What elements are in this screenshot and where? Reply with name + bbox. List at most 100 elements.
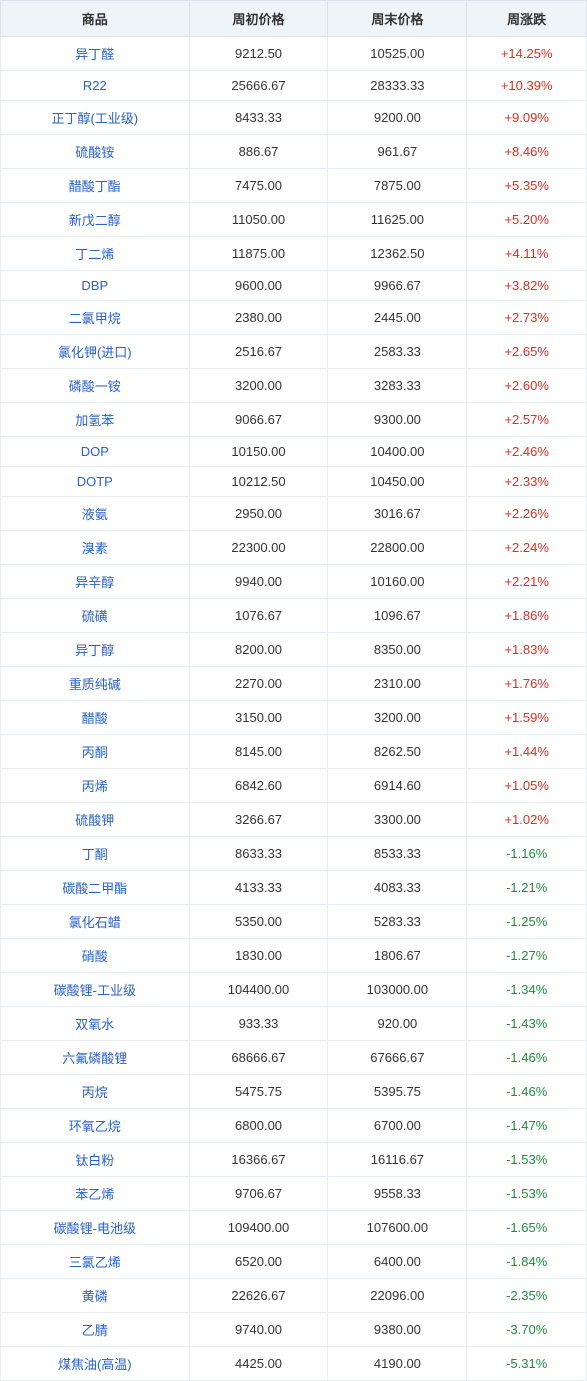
cell-end-price: 22800.00 (328, 531, 467, 565)
table-row: 碳酸锂-电池级109400.00107600.00-1.65% (1, 1211, 587, 1245)
cell-change: +1.76% (467, 667, 587, 701)
cell-change: +2.24% (467, 531, 587, 565)
table-body: 异丁醛9212.5010525.00+14.25%R2225666.672833… (1, 37, 587, 1381)
cell-end-price: 3300.00 (328, 803, 467, 837)
cell-commodity: 氯化石蜡 (1, 905, 190, 939)
cell-commodity: 加氢苯 (1, 403, 190, 437)
cell-change: -1.46% (467, 1041, 587, 1075)
cell-start-price: 3266.67 (189, 803, 328, 837)
cell-start-price: 22626.67 (189, 1279, 328, 1313)
table-row: 异丁醛9212.5010525.00+14.25% (1, 37, 587, 71)
cell-change: +2.33% (467, 467, 587, 497)
cell-commodity: 煤焦油(高温) (1, 1347, 190, 1381)
cell-change: -1.25% (467, 905, 587, 939)
cell-change: -1.47% (467, 1109, 587, 1143)
cell-commodity: 乙腈 (1, 1313, 190, 1347)
cell-commodity: DBP (1, 271, 190, 301)
cell-start-price: 104400.00 (189, 973, 328, 1007)
cell-change: -1.27% (467, 939, 587, 973)
cell-commodity: 黄磷 (1, 1279, 190, 1313)
table-row: 环氧乙烷6800.006700.00-1.47% (1, 1109, 587, 1143)
cell-change: +5.20% (467, 203, 587, 237)
table-row: 双氧水933.33920.00-1.43% (1, 1007, 587, 1041)
table-row: 丙烯6842.606914.60+1.05% (1, 769, 587, 803)
cell-change: +9.09% (467, 101, 587, 135)
cell-start-price: 4425.00 (189, 1347, 328, 1381)
cell-end-price: 10525.00 (328, 37, 467, 71)
cell-start-price: 9940.00 (189, 565, 328, 599)
table-row: 醋酸丁酯7475.007875.00+5.35% (1, 169, 587, 203)
cell-start-price: 25666.67 (189, 71, 328, 101)
cell-end-price: 10160.00 (328, 565, 467, 599)
cell-start-price: 933.33 (189, 1007, 328, 1041)
table-row: 黄磷22626.6722096.00-2.35% (1, 1279, 587, 1313)
table-row: 硫酸铵886.67961.67+8.46% (1, 135, 587, 169)
cell-start-price: 1830.00 (189, 939, 328, 973)
cell-change: +1.05% (467, 769, 587, 803)
cell-end-price: 1806.67 (328, 939, 467, 973)
cell-change: +8.46% (467, 135, 587, 169)
table-row: 苯乙烯9706.679558.33-1.53% (1, 1177, 587, 1211)
cell-change: -1.65% (467, 1211, 587, 1245)
cell-start-price: 8200.00 (189, 633, 328, 667)
cell-start-price: 109400.00 (189, 1211, 328, 1245)
table-row: 乙腈9740.009380.00-3.70% (1, 1313, 587, 1347)
table-row: 氯化钾(进口)2516.672583.33+2.65% (1, 335, 587, 369)
cell-commodity: 碳酸二甲酯 (1, 871, 190, 905)
table-header: 商品 周初价格 周末价格 周涨跌 (1, 1, 587, 37)
cell-commodity: 硝酸 (1, 939, 190, 973)
cell-commodity: 丙酮 (1, 735, 190, 769)
cell-end-price: 8350.00 (328, 633, 467, 667)
table-row: 异丁醇8200.008350.00+1.83% (1, 633, 587, 667)
cell-commodity: 氯化钾(进口) (1, 335, 190, 369)
table-row: 丁二烯11875.0012362.50+4.11% (1, 237, 587, 271)
cell-end-price: 6914.60 (328, 769, 467, 803)
cell-end-price: 920.00 (328, 1007, 467, 1041)
cell-change: +2.21% (467, 565, 587, 599)
cell-change: -2.35% (467, 1279, 587, 1313)
cell-change: -1.21% (467, 871, 587, 905)
cell-change: -3.70% (467, 1313, 587, 1347)
cell-commodity: 丁二烯 (1, 237, 190, 271)
cell-commodity: 异丁醛 (1, 37, 190, 71)
cell-end-price: 5395.75 (328, 1075, 467, 1109)
cell-start-price: 2380.00 (189, 301, 328, 335)
cell-change: +2.57% (467, 403, 587, 437)
cell-commodity: 溴素 (1, 531, 190, 565)
cell-commodity: 苯乙烯 (1, 1177, 190, 1211)
cell-start-price: 9600.00 (189, 271, 328, 301)
cell-change: -1.46% (467, 1075, 587, 1109)
cell-start-price: 3200.00 (189, 369, 328, 403)
cell-end-price: 22096.00 (328, 1279, 467, 1313)
cell-change: +5.35% (467, 169, 587, 203)
cell-commodity: 硫酸钾 (1, 803, 190, 837)
cell-start-price: 68666.67 (189, 1041, 328, 1075)
cell-change: +1.02% (467, 803, 587, 837)
cell-commodity: 醋酸 (1, 701, 190, 735)
cell-change: +2.46% (467, 437, 587, 467)
cell-end-price: 7875.00 (328, 169, 467, 203)
col-change: 周涨跌 (467, 1, 587, 37)
cell-start-price: 10150.00 (189, 437, 328, 467)
cell-change: -1.84% (467, 1245, 587, 1279)
cell-end-price: 9380.00 (328, 1313, 467, 1347)
table-row: 溴素22300.0022800.00+2.24% (1, 531, 587, 565)
cell-commodity: 三氯乙烯 (1, 1245, 190, 1279)
cell-start-price: 4133.33 (189, 871, 328, 905)
cell-end-price: 107600.00 (328, 1211, 467, 1245)
cell-commodity: 双氧水 (1, 1007, 190, 1041)
cell-start-price: 2270.00 (189, 667, 328, 701)
table-row: 正丁醇(工业级)8433.339200.00+9.09% (1, 101, 587, 135)
cell-end-price: 11625.00 (328, 203, 467, 237)
cell-commodity: 碳酸锂-电池级 (1, 1211, 190, 1245)
cell-commodity: 硫酸铵 (1, 135, 190, 169)
cell-start-price: 6842.60 (189, 769, 328, 803)
cell-commodity: 丙烯 (1, 769, 190, 803)
cell-change: -1.53% (467, 1177, 587, 1211)
cell-start-price: 11050.00 (189, 203, 328, 237)
cell-commodity: 正丁醇(工业级) (1, 101, 190, 135)
table-row: R2225666.6728333.33+10.39% (1, 71, 587, 101)
cell-start-price: 9740.00 (189, 1313, 328, 1347)
cell-end-price: 3283.33 (328, 369, 467, 403)
table-row: DBP9600.009966.67+3.82% (1, 271, 587, 301)
